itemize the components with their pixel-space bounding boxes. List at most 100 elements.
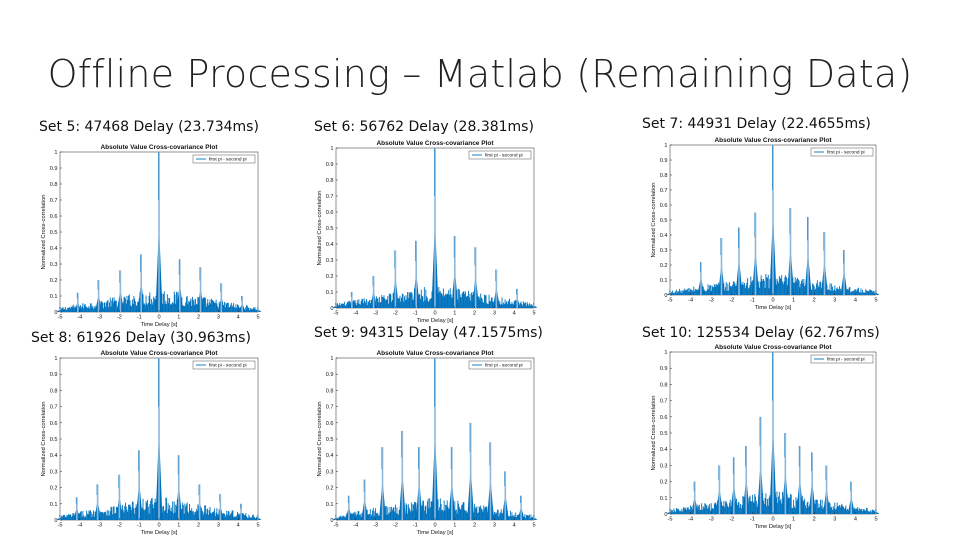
x-tick-label: -4: [353, 311, 358, 317]
peak-mark: [348, 292, 356, 308]
peak-mark: [796, 445, 804, 514]
legend: first pi - second pi: [810, 354, 874, 364]
peak-mark: [451, 236, 459, 308]
y-tick-label: 0.2: [660, 480, 668, 486]
y-tick-label: 1: [330, 146, 333, 152]
x-tick-label: 5: [532, 311, 535, 317]
x-tick-label: -2: [117, 315, 122, 321]
x-tick-label: -3: [373, 523, 378, 529]
x-tick-label: 2: [813, 298, 816, 304]
y-tick-label: 0.4: [660, 233, 668, 239]
y-tick-label: 0.7: [660, 188, 668, 194]
y-tick-label: 0.8: [326, 178, 334, 184]
x-tick-label: -4: [77, 523, 82, 529]
x-tick-label: 4: [513, 523, 516, 529]
y-tick-label: 0.3: [660, 248, 668, 254]
x-tick-label: -5: [58, 315, 63, 321]
x-tick-label: 2: [813, 517, 816, 523]
peak-mark: [735, 227, 743, 295]
legend: first pi - second pi: [810, 147, 874, 157]
y-tick-label: 0.5: [660, 218, 668, 224]
y-tick-label: 0.2: [50, 486, 58, 492]
x-tick-label: -2: [393, 311, 398, 317]
x-tick-label: 0: [433, 523, 436, 529]
y-tick-label: 1: [664, 143, 667, 149]
chart-panel-set-8: Absolute Value Cross-covariance Plot -5 -4…: [36, 346, 264, 538]
y-tick-label: 0.8: [660, 173, 668, 179]
caption-set-7: Set 7: 44931 Delay (22.4655ms): [642, 116, 871, 132]
x-axis-label: Time Delay [s]: [417, 530, 454, 536]
y-tick-label: 0.2: [326, 274, 334, 280]
legend: first pi - second pi: [468, 150, 532, 160]
x-tick-label: -2: [729, 298, 734, 304]
slide-title: Offline Processing – Matlab (Remaining D…: [47, 52, 913, 96]
cross-covariance-chart-set-6: Absolute Value Cross-covariance Plot -5 -4…: [317, 140, 538, 324]
peak-mark: [840, 250, 848, 295]
y-axis-label: Normalized Cross-correlation: [41, 401, 47, 476]
peak-mark: [781, 433, 789, 514]
peak-mark: [197, 267, 205, 312]
y-tick-label: 0.1: [50, 502, 58, 508]
peak-mark: [412, 240, 420, 308]
x-tick-label: 2: [197, 315, 200, 321]
y-tick-label: 1: [330, 356, 333, 362]
peak-mark: [370, 276, 378, 308]
y-tick-label: 0.7: [50, 405, 58, 411]
x-tick-label: 5: [874, 517, 877, 523]
peak-mark: [155, 152, 163, 312]
chart-title: Absolute Value Cross-covariance Plot: [376, 350, 494, 357]
y-tick-label: 0.9: [50, 166, 58, 172]
chart-panel-set-9: Absolute Value Cross-covariance Plot -5 -4…: [312, 346, 540, 538]
chart-panel-set-7: Absolute Value Cross-covariance Plot -5 -4…: [646, 133, 882, 313]
y-axis-label: Normalized Cross-correlation: [651, 182, 657, 257]
y-tick-label: 0.9: [660, 366, 668, 372]
peak-mark: [820, 232, 829, 295]
x-tick-label: -2: [393, 523, 398, 529]
peak-mark: [137, 254, 145, 312]
x-tick-label: -1: [413, 523, 418, 529]
x-tick-label: -3: [97, 523, 102, 529]
y-tick-label: 0.5: [50, 230, 58, 236]
x-tick-label: -5: [668, 517, 673, 523]
chart-panel-set-5: Absolute Value Cross-covariance Plot -5 -4…: [36, 140, 264, 330]
x-tick-label: 5: [874, 298, 877, 304]
x-tick-label: 4: [237, 523, 240, 529]
y-tick-label: 0.4: [50, 453, 58, 459]
y-tick-label: 0.2: [50, 278, 58, 284]
peak-mark: [74, 292, 82, 312]
x-tick-label: -4: [353, 523, 358, 529]
y-tick-label: 0: [54, 518, 57, 524]
peak-mark: [95, 280, 103, 312]
y-tick-label: 0.8: [50, 388, 58, 394]
cross-covariance-chart-set-7: Absolute Value Cross-covariance Plot -5 -4…: [651, 137, 880, 311]
peak-mark: [804, 217, 812, 295]
y-tick-label: 0.3: [50, 469, 58, 475]
x-tick-label: 1: [177, 523, 180, 529]
y-tick-label: 0.1: [660, 278, 668, 284]
peak-mark: [730, 457, 738, 514]
y-tick-label: 0.6: [326, 421, 334, 427]
chart-title: Absolute Value Cross-covariance Plot: [376, 140, 494, 147]
y-tick-label: 0.2: [660, 263, 668, 269]
y-axis-label: Normalized Cross-correlation: [317, 190, 323, 265]
legend: first pi - second pi: [192, 154, 256, 164]
peak-mark: [715, 465, 723, 514]
x-tick-label: 0: [433, 311, 436, 317]
peak-mark: [176, 259, 184, 312]
peak-mark: [398, 430, 406, 520]
x-tick-label: -1: [137, 315, 142, 321]
x-axis-label: Time Delay [s]: [417, 318, 454, 324]
chart-title: Absolute Value Cross-covariance Plot: [714, 344, 832, 351]
x-tick-label: 5: [256, 523, 259, 529]
caption-set-5: Set 5: 47468 Delay (23.734ms): [39, 119, 259, 135]
y-tick-label: 0.8: [50, 182, 58, 188]
peak-mark: [391, 250, 399, 308]
peak-mark: [73, 497, 81, 520]
y-tick-label: 0.7: [326, 194, 334, 200]
x-axis-label: Time Delay [s]: [141, 322, 178, 328]
x-tick-label: 0: [157, 523, 160, 529]
peak-mark: [431, 148, 439, 308]
x-tick-label: -5: [668, 298, 673, 304]
x-axis-label: Time Delay [s]: [755, 524, 792, 530]
y-tick-label: 0.9: [326, 372, 334, 378]
